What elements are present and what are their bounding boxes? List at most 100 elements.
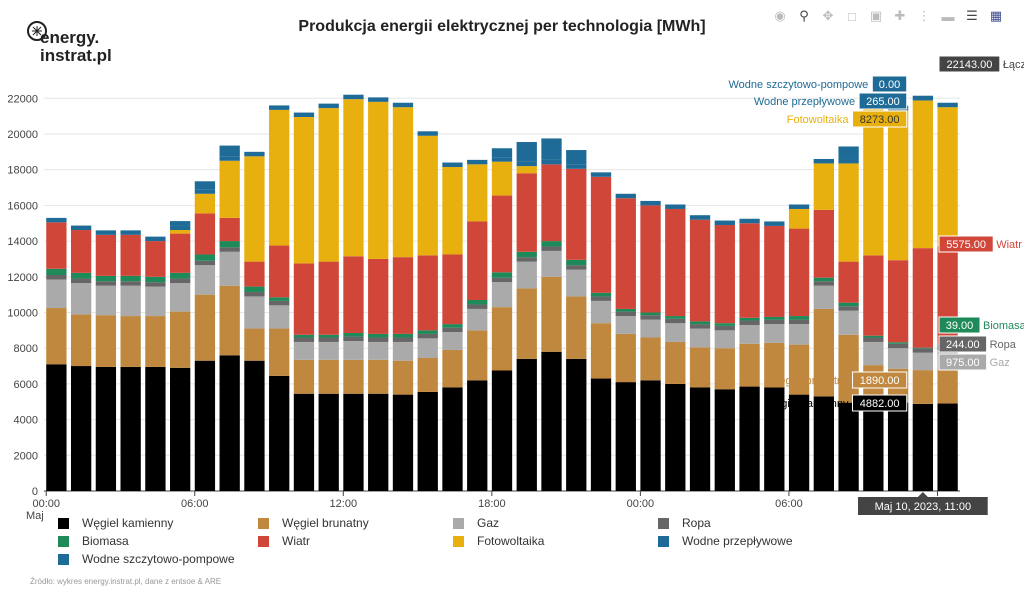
bar-segment[interactable] [194,189,216,194]
bar-segment[interactable] [714,220,735,226]
bar-segment[interactable] [516,173,537,252]
bar-segment[interactable] [788,344,810,395]
bar-segment[interactable] [491,370,513,491]
bar-segment[interactable] [863,337,884,342]
bar-segment[interactable] [343,393,364,491]
bar-segment[interactable] [46,217,67,223]
bar-segment[interactable] [293,334,315,338]
bar-segment[interactable] [615,193,636,199]
bar-segment[interactable] [912,248,934,348]
bar-segment[interactable] [318,337,339,342]
bar-segment[interactable] [244,296,265,329]
bar-segment[interactable] [566,269,587,297]
bar-segment[interactable] [442,324,463,328]
bar-segment[interactable] [467,159,488,165]
bar-segment[interactable] [170,221,191,226]
legend-item[interactable]: Węgiel brunatny [258,516,369,530]
bar-segment[interactable] [442,254,463,325]
bar-segment[interactable] [491,195,513,273]
bar-segment[interactable] [442,167,463,255]
bar-segment[interactable] [739,320,760,325]
bar-segment[interactable] [467,299,488,305]
bar-segment[interactable] [95,315,117,367]
bar-segment[interactable] [689,328,711,348]
bar-segment[interactable] [467,164,488,222]
bar-segment[interactable] [70,230,92,273]
bar-segment[interactable] [887,343,909,349]
bar-segment[interactable] [70,278,92,284]
bar-segment[interactable] [887,342,909,344]
bar-segment[interactable] [417,333,438,339]
bar-segment[interactable] [318,359,339,394]
bar-segment[interactable] [194,193,216,214]
bar-segment[interactable] [269,297,290,301]
bar-segment[interactable] [269,375,290,491]
bar-segment[interactable] [912,347,934,349]
bar-segment[interactable] [764,342,785,388]
bar-segment[interactable] [269,109,290,246]
bar-segment[interactable] [491,161,513,196]
bar-segment[interactable] [640,205,661,313]
bar-segment[interactable] [368,337,389,342]
bar-segment[interactable] [714,389,735,491]
bar-segment[interactable] [516,358,537,491]
bar-segment[interactable] [689,324,711,329]
bar-segment[interactable] [689,387,711,491]
bar-segment[interactable] [467,304,488,309]
bar-segment[interactable] [46,275,67,280]
bar-segment[interactable] [541,250,562,277]
bar-segment[interactable] [541,246,562,251]
bar-segment[interactable] [417,358,438,392]
bar-segment[interactable] [293,117,315,264]
bar-segment[interactable] [516,142,537,162]
bar-segment[interactable] [219,251,240,286]
bar-segment[interactable] [392,337,414,342]
bar-segment[interactable] [516,257,537,262]
pan-icon[interactable]: ✥ [822,8,834,23]
bar-segment[interactable] [318,393,339,491]
bar-segment[interactable] [640,312,661,316]
bar-segment[interactable] [714,325,735,331]
bar-segment[interactable] [343,341,364,360]
bar-segment[interactable] [541,138,562,160]
bar-segment[interactable] [194,260,216,266]
bar-segment[interactable] [293,359,315,394]
bar-segment[interactable] [838,146,859,159]
bar-segment[interactable] [194,360,216,491]
bar-segment[interactable] [244,156,265,262]
bar-segment[interactable] [442,327,463,333]
bar-segment[interactable] [392,360,414,395]
bar-segment[interactable] [566,358,587,491]
bar-segment[interactable] [318,261,339,335]
bar-segment[interactable] [417,330,438,334]
bar-segment[interactable] [838,163,859,262]
bar-segment[interactable] [788,316,810,320]
bar-segment[interactable] [293,337,315,342]
bar-segment[interactable] [838,334,859,403]
bar-segment[interactable] [145,366,166,491]
bar-segment[interactable] [912,352,934,371]
bar-segment[interactable] [269,245,290,298]
bar-segment[interactable] [318,108,339,262]
box-select-icon[interactable]: □ [848,8,856,24]
bar-segment[interactable] [368,101,389,259]
bar-segment[interactable] [467,380,488,491]
bar-segment[interactable] [739,223,760,318]
bar-segment[interactable] [937,102,958,108]
bar-segment[interactable] [120,316,141,367]
bar-segment[interactable] [863,335,884,338]
bar-segment[interactable] [665,208,686,317]
bar-segment[interactable] [467,330,488,381]
bar-segment[interactable] [541,241,562,247]
bar-segment[interactable] [566,164,587,169]
bar-segment[interactable] [194,254,216,261]
bar-segment[interactable] [689,219,711,322]
bar-segment[interactable] [937,369,958,404]
bar-segment[interactable] [368,97,389,102]
bar-segment[interactable] [813,163,834,210]
bar-segment[interactable] [516,261,537,289]
bar-segment[interactable] [120,275,141,282]
bar-segment[interactable] [566,259,587,266]
bar-segment[interactable] [788,319,810,325]
